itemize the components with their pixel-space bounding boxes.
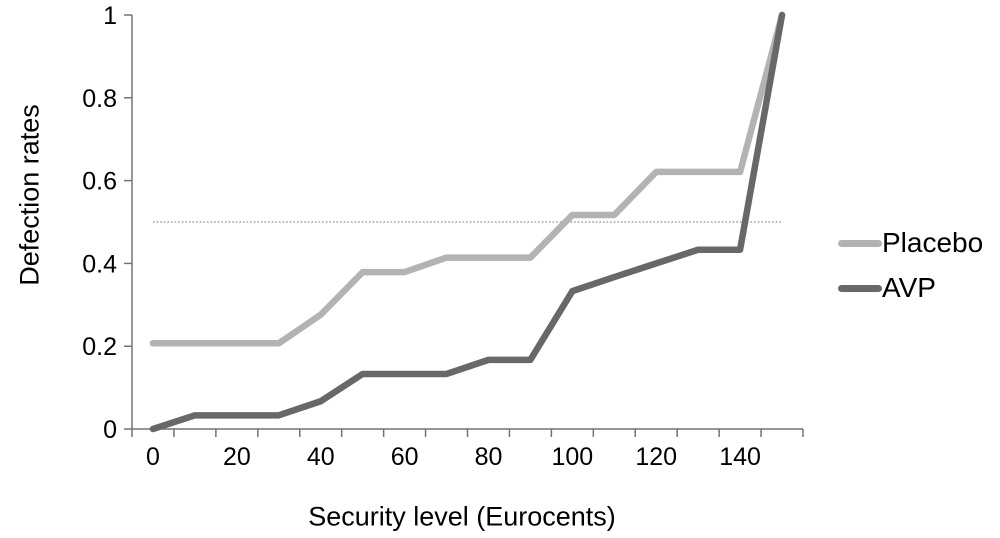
x-axis-title: Security level (Eurocents) bbox=[308, 501, 616, 532]
legend-label-placebo: Placebo bbox=[882, 227, 984, 258]
svg-text:0.4: 0.4 bbox=[82, 250, 117, 278]
svg-text:120: 120 bbox=[635, 443, 677, 471]
svg-text:1: 1 bbox=[103, 2, 117, 30]
svg-text:40: 40 bbox=[307, 443, 335, 471]
legend: Placebo AVP bbox=[838, 227, 983, 304]
legend-item-avp: AVP bbox=[838, 272, 983, 304]
svg-text:0.8: 0.8 bbox=[82, 85, 117, 113]
legend-item-placebo: Placebo bbox=[838, 227, 983, 259]
avp-line-swatch bbox=[838, 284, 882, 292]
svg-text:140: 140 bbox=[719, 443, 761, 471]
svg-text:0: 0 bbox=[146, 443, 160, 471]
legend-label-avp: AVP bbox=[882, 272, 936, 304]
svg-text:60: 60 bbox=[391, 443, 419, 471]
svg-text:0: 0 bbox=[103, 416, 117, 444]
svg-text:80: 80 bbox=[475, 443, 503, 471]
svg-text:0.2: 0.2 bbox=[82, 333, 117, 361]
svg-text:0.6: 0.6 bbox=[82, 168, 117, 196]
y-axis-title: Defection rates bbox=[14, 104, 45, 286]
svg-text:20: 20 bbox=[223, 443, 251, 471]
placebo-line-swatch bbox=[838, 239, 882, 247]
svg-text:100: 100 bbox=[551, 443, 593, 471]
